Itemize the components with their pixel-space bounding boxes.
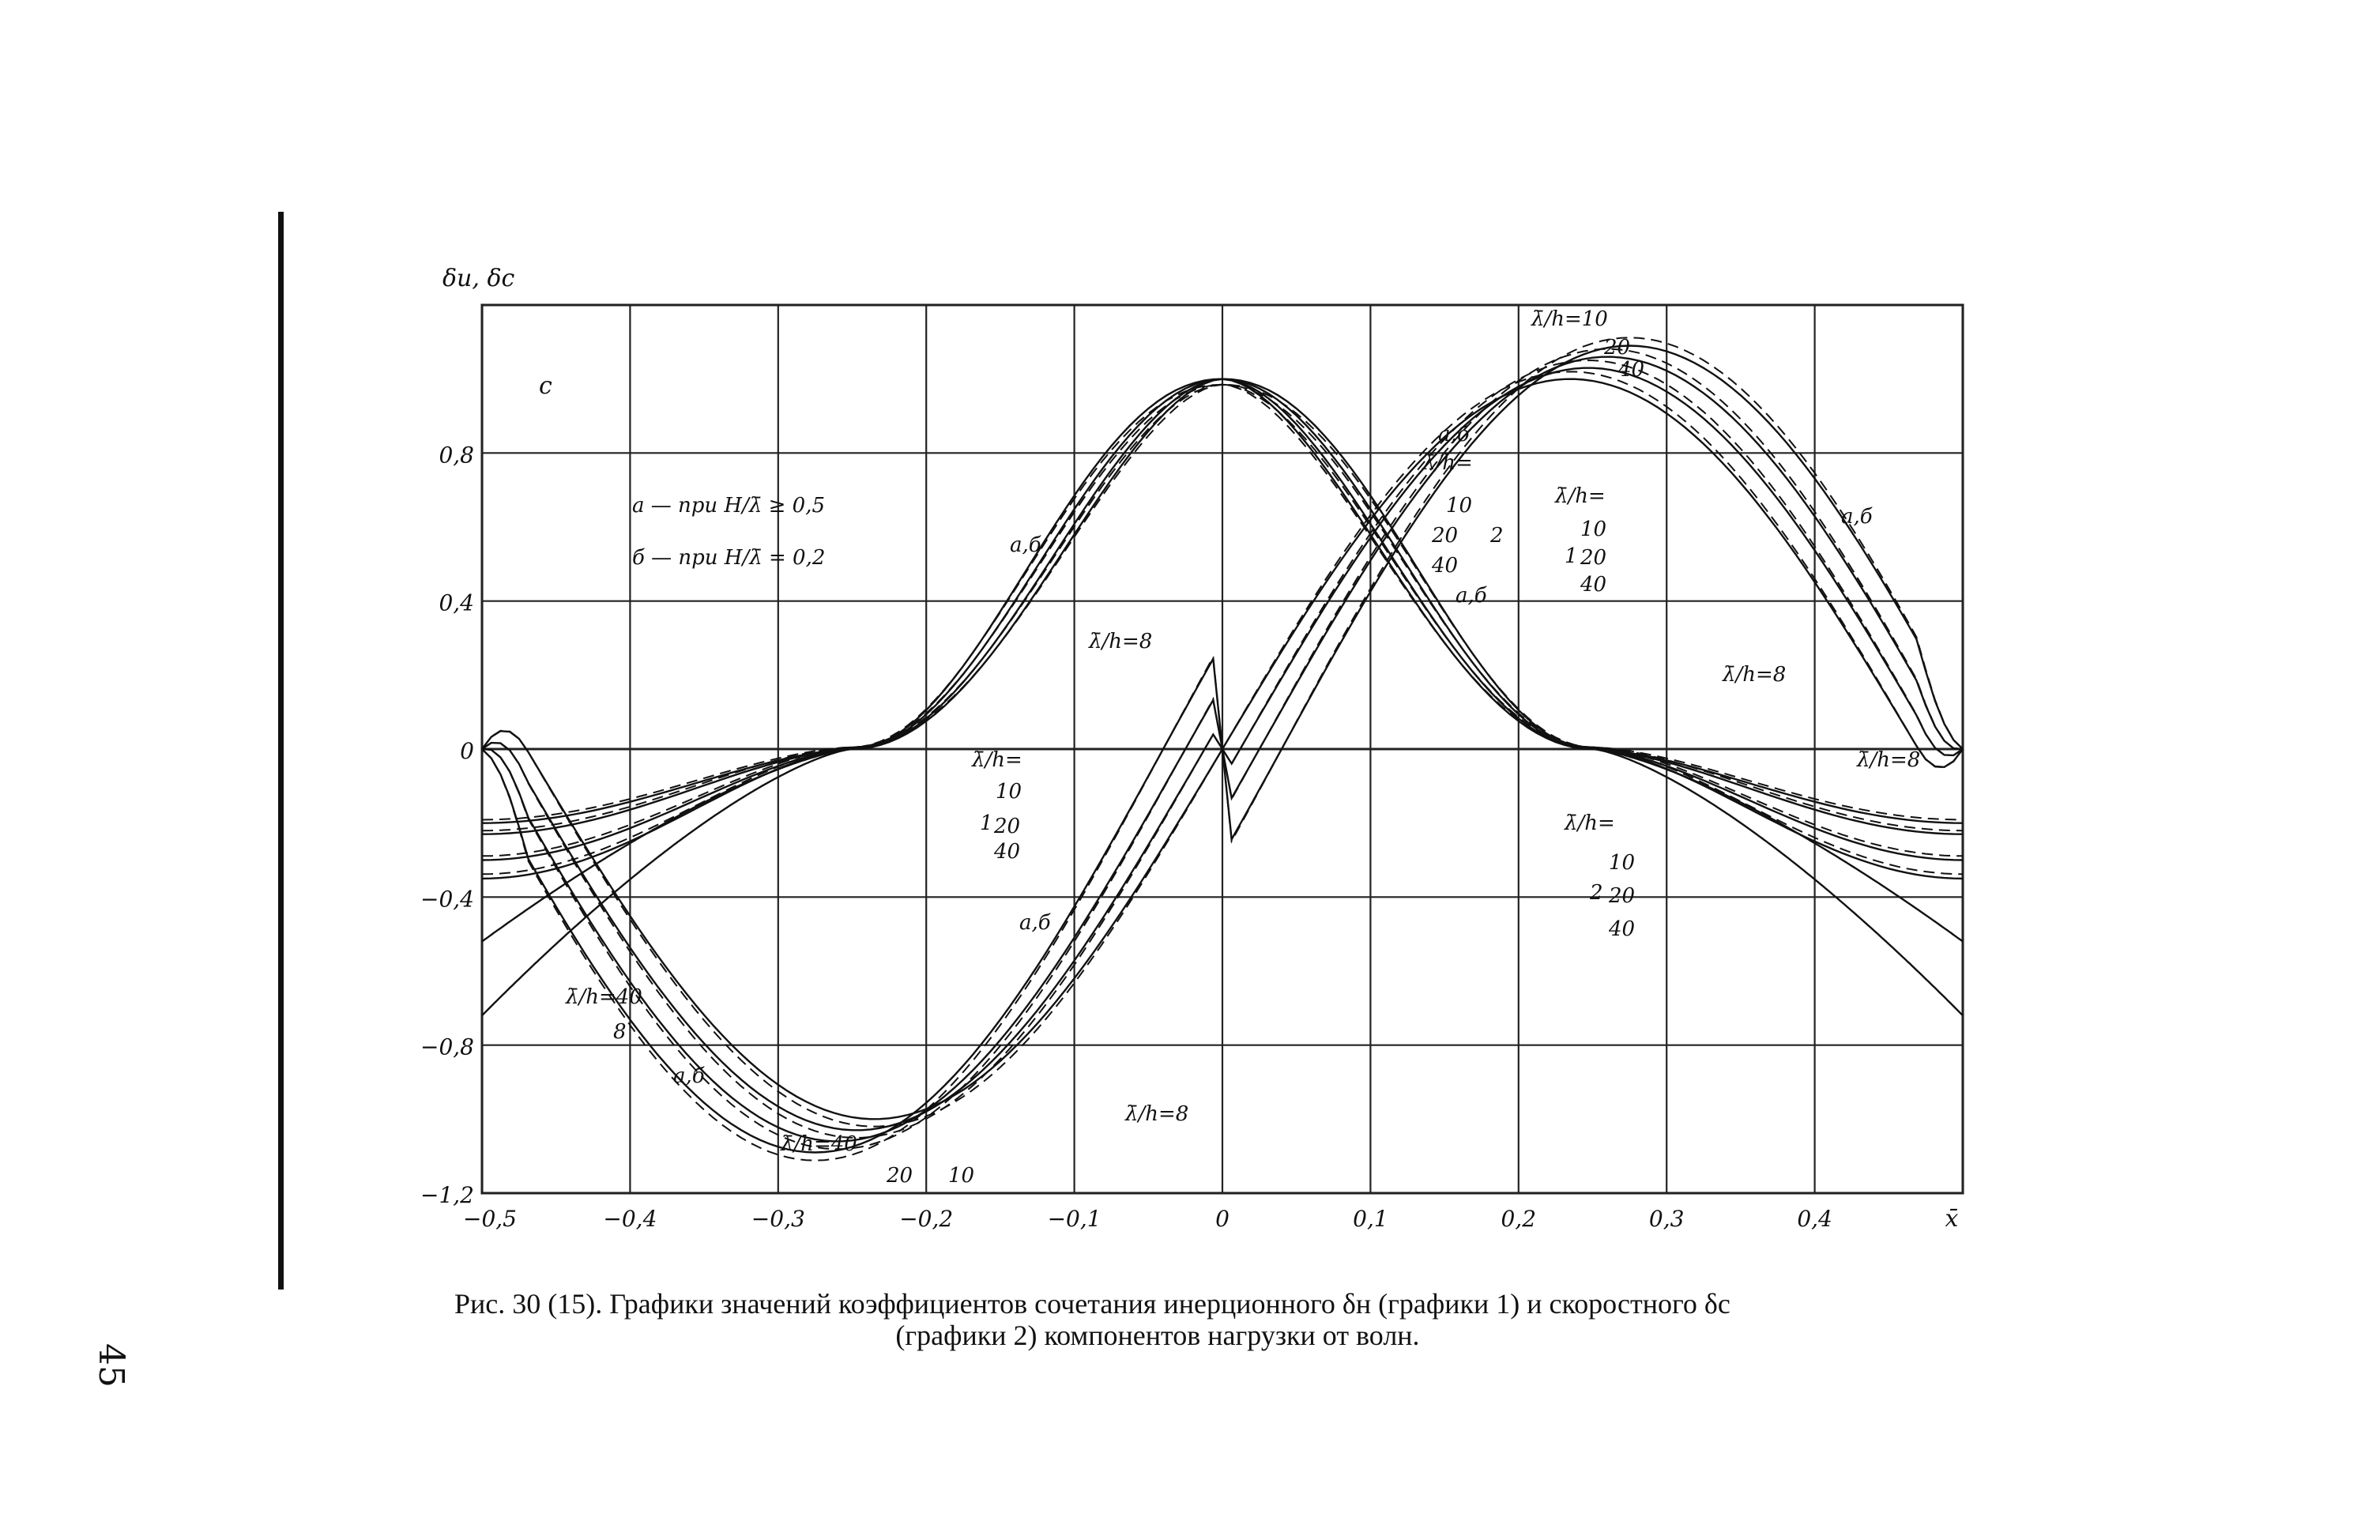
chart-annotation: 20 [1608,884,1635,908]
velocity-curve-dashed [481,337,1964,1162]
x-tick-label: −0,3 [751,1206,805,1232]
x-tick-label: −0,5 [463,1206,517,1232]
chart-annotation: 8 [613,1020,627,1044]
chart-annotation: а,б [673,1064,705,1088]
y-tick-label: 0 [460,738,474,764]
chart-annotation: 40 [1431,554,1458,578]
caption-line-2: (графики 2) компонентов нагрузки от волн… [895,1320,1420,1351]
chart-annotation: а,б [1010,533,1041,557]
chart-annotation: 20 [886,1164,913,1188]
chart-annotation: 20 [1580,546,1606,570]
chart-annotation: λ̄/h=8 [1088,630,1152,653]
chart-annotation: 10 [948,1164,974,1188]
inertia-curve-solid [481,378,1964,880]
y-tick-label: 0,4 [439,590,474,616]
chart-annotation: а,б [1019,911,1051,935]
chart-annotation: 40 [1608,917,1635,941]
caption-line-1: Рис. 30 (15). Графики значений коэффицие… [454,1288,1730,1320]
chart-annotation: 40 [1580,573,1606,597]
chart-annotation: а,б [1438,423,1470,446]
chart-annotation: λ̄/h= [1554,484,1606,508]
chart-annotation: 40 [1617,358,1644,382]
velocity-curve-dashed [481,371,1964,1128]
chart-annotation: 20 [1603,336,1630,360]
x-tick-label: −0,2 [899,1206,953,1232]
chart-annotation: 1 [980,811,993,835]
chart-annotation: 1 [1565,544,1578,568]
y-axis-label: δи, δс [442,265,515,292]
chart-annotation: λ̄/h=8 [1722,663,1786,687]
chart-annotation: λ̄/h=8 [1124,1102,1188,1126]
y-tick-label: −0,4 [420,886,474,912]
chart-annotation: 10 [1446,494,1472,518]
x-tick-label: 0,2 [1501,1206,1537,1232]
chart-annotation: 2 [1589,881,1603,905]
chart-annotation: 10 [1609,851,1635,875]
velocity-tail-right [1592,747,1964,943]
chart-annotation: 2 [1489,524,1504,548]
chart-annotation: 10 [996,780,1022,804]
inertia-curve-dashed [481,383,1964,832]
x-axis-label: x̄ [1945,1205,1959,1233]
chart-annotation: λ̄/h= [971,748,1022,772]
chart-annotation: 10 [1580,518,1606,541]
x-tick-label: 0 [1215,1206,1230,1232]
chart-annotation: λ̄/h=40 [565,985,642,1009]
chart-annotation: 20 [993,815,1020,838]
inertia-curve-dashed [481,383,1964,875]
y-tick-label: −0,8 [420,1034,474,1060]
velocity-tail-left [481,747,853,1017]
chart-annotation: λ̄/h=10 [1531,307,1608,331]
y-tick-label: −1,2 [420,1182,474,1208]
y-tick-label: 0,8 [439,442,474,468]
x-tick-label: −0,4 [603,1206,657,1232]
velocity-tail-left [481,747,853,943]
chart-annotation: λ̄/h= [1422,451,1473,475]
chart-annotation: а,б [1455,584,1487,608]
corner-mark: с [539,372,552,400]
chart-annotation: λ̄/h=40 [780,1132,857,1156]
figure-caption: Рис. 30 (15). Графики значений коэффицие… [454,1288,1956,1351]
x-tick-label: 0,3 [1649,1206,1685,1232]
legend-a: а — при H/λ̄ ≥ 0,5 [632,494,825,518]
x-tick-label: −0,1 [1048,1206,1102,1232]
x-tick-label: 0,1 [1353,1206,1388,1232]
chart-annotation: 20 [1431,524,1458,548]
chart-annotation: 40 [993,840,1020,864]
page-margin-bar [278,212,284,1290]
chart-annotation: а,б [1841,505,1873,529]
velocity-curve-dashed [481,348,1964,1150]
x-tick-label: 0,4 [1797,1206,1832,1232]
chart-annotation: λ̄/h=8 [1856,748,1920,772]
velocity-tail-right [1592,747,1964,1017]
velocity-curve-dashed [481,360,1964,1139]
legend-b: б — при H/λ̄ = 0,2 [632,546,825,570]
chart-annotation: λ̄/h= [1564,811,1615,835]
